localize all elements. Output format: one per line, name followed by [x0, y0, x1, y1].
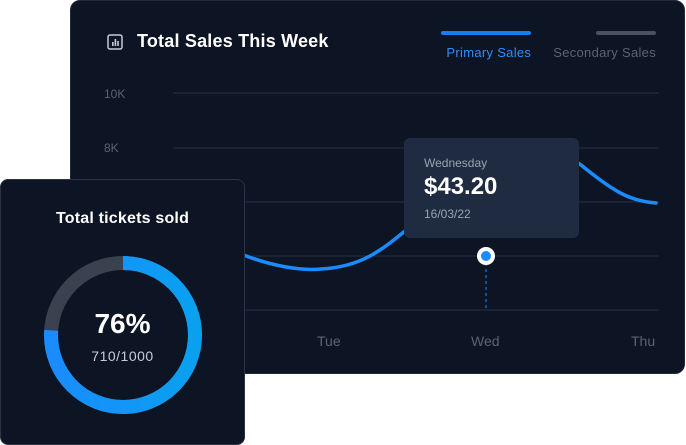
- donut-progress: [44, 256, 202, 414]
- legend-label-secondary: Secondary Sales: [553, 45, 656, 60]
- y-tick-label: 8K: [104, 141, 119, 155]
- tooltip-date: 16/03/22: [424, 207, 471, 221]
- tickets-donut: [44, 256, 202, 414]
- x-tick-label: Wed: [471, 333, 500, 349]
- tickets-card: Total tickets sold 76% 710/1000: [0, 179, 245, 445]
- legend-swatch-secondary: [596, 31, 656, 35]
- chart-title: Total Sales This Week: [137, 31, 329, 51]
- x-tick-label: Tue: [317, 333, 341, 349]
- x-tick-label: Thu: [631, 333, 656, 349]
- chart-header: Total Sales This Week: [107, 31, 329, 52]
- legend-swatch-primary: [441, 31, 532, 35]
- data-point-marker-inner: [481, 251, 491, 261]
- tickets-title: Total tickets sold: [55, 210, 190, 227]
- bar-chart-icon: [107, 33, 123, 50]
- legend-label-primary: Primary Sales: [446, 45, 532, 60]
- tickets-count: 710/1000: [91, 348, 154, 364]
- tickets-percent: 76%: [94, 308, 151, 339]
- chart-legend: Primary Sales Secondary Sales: [419, 31, 656, 60]
- legend-item-primary[interactable]: Primary Sales: [441, 31, 532, 60]
- tooltip-value: $43.20: [424, 173, 498, 200]
- y-tick-label: 10K: [104, 87, 126, 101]
- legend-item-secondary[interactable]: Secondary Sales: [553, 31, 656, 60]
- tooltip-day: Wednesday: [424, 156, 488, 170]
- chart-tooltip: Wednesday $43.20 16/03/22: [404, 138, 579, 238]
